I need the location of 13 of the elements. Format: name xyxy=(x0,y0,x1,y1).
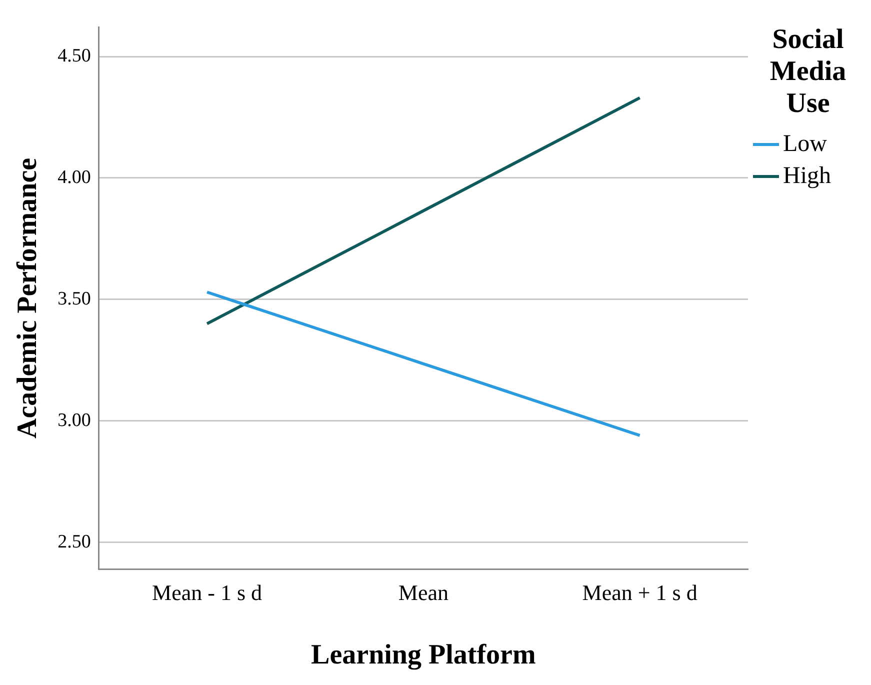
x-tick-label: Mean + 1 s d xyxy=(582,580,698,605)
y-tick-label: 4.00 xyxy=(58,166,91,188)
legend-title: Social Media Use xyxy=(768,24,848,120)
y-tick-label: 4.50 xyxy=(58,46,91,67)
y-tick-label: 2.50 xyxy=(58,531,91,552)
legend-label: High xyxy=(783,162,831,191)
x-axis-title: Learning Platform xyxy=(311,639,536,670)
x-tick-label: Mean - 1 s d xyxy=(152,580,262,605)
y-tick-label: 3.50 xyxy=(58,288,91,310)
x-tick-label: Mean xyxy=(398,580,448,605)
y-tick-label: 3.00 xyxy=(58,410,91,431)
legend-label: Low xyxy=(783,130,827,159)
y-axis-title: Academic Performance xyxy=(12,158,44,439)
